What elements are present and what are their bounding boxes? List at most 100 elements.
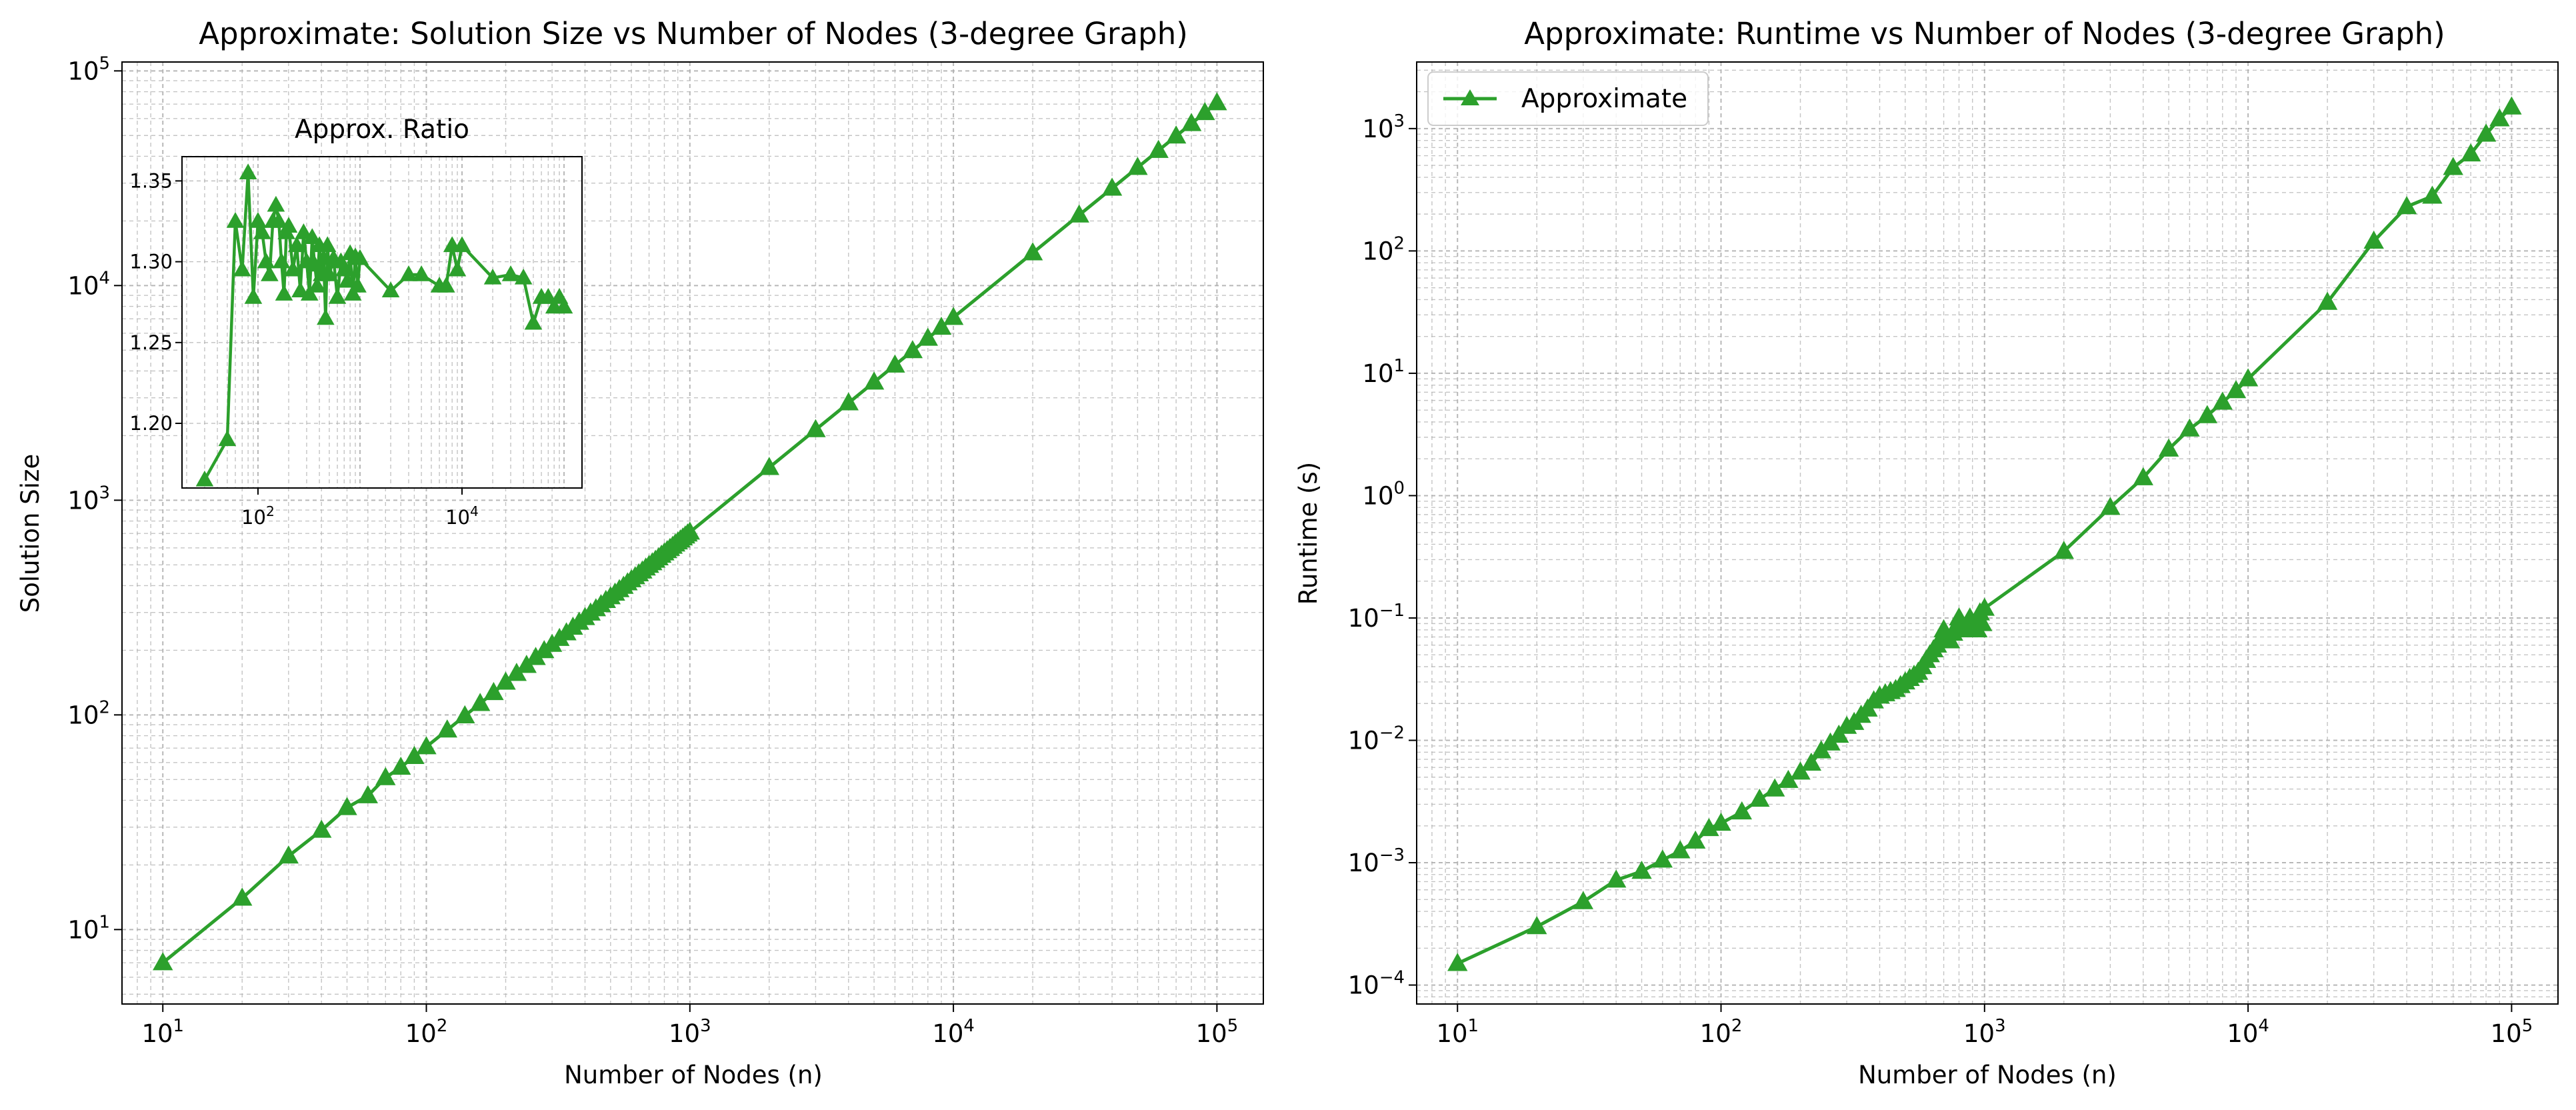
data-point xyxy=(338,271,357,288)
x-tick-label: 101 xyxy=(141,1016,184,1048)
x-tick-label: 102 xyxy=(1700,1016,1743,1048)
data-point xyxy=(275,285,293,301)
x-tick-label: 101 xyxy=(1436,1016,1479,1048)
data-point xyxy=(343,285,362,301)
data-point xyxy=(1790,761,1811,780)
data-point xyxy=(483,268,502,285)
data-point xyxy=(303,228,321,245)
data-point xyxy=(2212,391,2233,410)
data-point xyxy=(931,316,952,335)
data-point xyxy=(1652,849,1673,868)
data-point xyxy=(555,297,573,314)
data-point xyxy=(232,887,253,906)
data-point xyxy=(2443,157,2463,175)
x-tick-label: 105 xyxy=(2491,1016,2533,1048)
data-point xyxy=(320,265,339,281)
data-point xyxy=(2363,230,2384,249)
data-point xyxy=(1749,788,1770,807)
data-point xyxy=(391,756,411,775)
data-point xyxy=(1765,778,1785,797)
right-x-axis-label: Number of Nodes (n) xyxy=(1858,1061,2117,1089)
data-point xyxy=(412,265,431,281)
data-point xyxy=(1972,613,1993,631)
data-point xyxy=(514,268,533,285)
y-tick-label: 10−2 xyxy=(1348,723,1405,755)
data-point xyxy=(2501,96,2522,115)
data-point xyxy=(269,211,288,228)
data-point xyxy=(863,371,885,390)
data-point xyxy=(1181,113,1202,131)
data-point xyxy=(902,340,923,359)
data-point xyxy=(2158,438,2179,457)
data-point xyxy=(1670,840,1691,859)
data-point xyxy=(404,745,425,764)
y-tick-label: 101 xyxy=(67,912,110,944)
left-chart-panel: Approximate: Solution Size vs Number of … xyxy=(16,16,1264,1089)
data-point xyxy=(381,281,400,298)
inset-title: Approx. Ratio xyxy=(295,115,469,145)
data-point xyxy=(1731,801,1753,820)
inset-y-tick-label: 1.20 xyxy=(129,412,173,435)
data-point xyxy=(308,276,326,293)
data-point xyxy=(2225,380,2247,399)
data-point xyxy=(399,265,418,281)
data-point xyxy=(305,255,324,272)
data-point xyxy=(539,287,557,304)
data-point xyxy=(153,952,173,971)
inset-y-tick-label: 1.35 xyxy=(129,169,173,192)
data-point xyxy=(1606,869,1627,888)
data-point xyxy=(455,705,475,723)
data-point xyxy=(1127,157,1148,175)
data-point xyxy=(317,309,335,325)
data-point xyxy=(195,470,214,487)
data-point xyxy=(2460,143,2481,162)
data-point xyxy=(2179,418,2200,437)
data-point xyxy=(351,249,369,265)
data-point xyxy=(2237,368,2259,387)
data-point xyxy=(1195,101,1215,121)
data-point xyxy=(2422,185,2443,204)
data-point xyxy=(1974,597,1995,616)
data-point xyxy=(501,265,520,281)
data-point xyxy=(261,265,279,281)
data-point xyxy=(483,681,504,701)
y-tick-label: 102 xyxy=(67,697,110,729)
data-point xyxy=(2133,467,2154,485)
data-point xyxy=(239,163,257,180)
data-point xyxy=(506,663,527,681)
data-point xyxy=(416,736,437,755)
data-point xyxy=(1148,139,1169,158)
data-point xyxy=(335,260,353,277)
data-point xyxy=(287,236,306,253)
inset-ticks: 102 104 1.20 1.25 1.30 1.35 xyxy=(129,169,479,529)
y-tick-label: 103 xyxy=(1362,111,1405,143)
left-ticks: 101 102 103 104 105 101 102 103 104 105 xyxy=(67,53,1238,1048)
data-point xyxy=(679,521,701,540)
data-point xyxy=(318,236,337,253)
data-point xyxy=(1711,812,1731,831)
data-point xyxy=(470,693,491,711)
y-tick-label: 105 xyxy=(67,53,110,85)
data-point xyxy=(495,671,516,690)
legend-label: Approximate xyxy=(1521,84,1687,114)
data-point xyxy=(337,797,357,815)
right-chart-panel: Approximate: Runtime vs Number of Nodes … xyxy=(1294,16,2559,1089)
data-point xyxy=(437,276,455,293)
inset-y-tick-label: 1.25 xyxy=(129,331,173,354)
data-point xyxy=(253,223,271,239)
data-point xyxy=(1069,204,1089,223)
left-y-axis-label: Solution Size xyxy=(16,454,45,613)
right-ticks: 101 102 103 104 105 10−4 10−3 10−2 10−1 100 101 102… xyxy=(1348,111,2533,1048)
data-point xyxy=(1447,953,1468,971)
data-point xyxy=(257,252,275,269)
data-point xyxy=(295,223,313,239)
data-point xyxy=(2100,497,2121,515)
data-point xyxy=(244,287,263,304)
y-tick-label: 10−3 xyxy=(1348,845,1405,877)
x-tick-label: 103 xyxy=(669,1016,711,1048)
legend-box xyxy=(1427,71,1709,126)
data-point xyxy=(1207,92,1227,111)
data-point xyxy=(328,287,347,304)
data-point xyxy=(284,260,302,277)
data-point xyxy=(524,313,543,330)
